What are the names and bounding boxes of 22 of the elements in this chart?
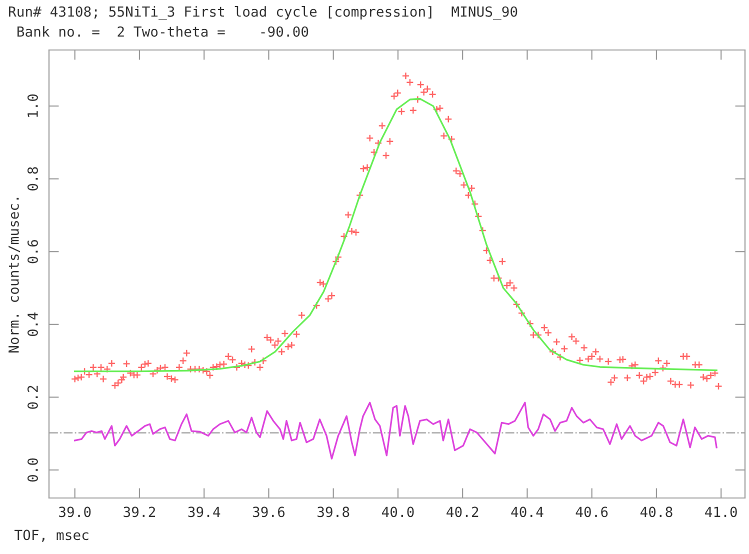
y-tick-label: 1.0 [27, 94, 38, 117]
x-tick-label: 40.8 [640, 506, 672, 518]
x-tick-label: 39.8 [318, 506, 350, 518]
y-tick-label: 0.6 [27, 240, 38, 264]
x-tick-label: 40.6 [576, 506, 608, 518]
y-tick-label: 0.0 [27, 458, 38, 482]
x-tick-label: 39.2 [124, 506, 156, 518]
x-tick-label: 41.0 [705, 506, 737, 518]
x-tick-label: 39.4 [188, 506, 220, 518]
chart-subtitle: Bank no. = 2 Two-theta = -90.00 [17, 26, 308, 37]
x-axis-title: TOF, msec [14, 530, 88, 542]
y-tick-label: 0.4 [27, 312, 38, 336]
x-tick-label: 40.2 [446, 506, 478, 518]
chart-title: Run# 43108; 55NiTi_3 First load cycle [compression] MINUS_90 [8, 6, 518, 20]
x-tick-label: 40.0 [382, 506, 414, 518]
y-tick-label: 0.2 [27, 386, 38, 409]
y-axis-title: Norm. counts/musec. [8, 198, 20, 352]
y-tick-label: 0.8 [27, 167, 38, 190]
line-series [74, 402, 718, 460]
x-tick-label: 39.6 [252, 506, 285, 518]
x-tick-label: 39.0 [59, 506, 91, 518]
x-tick-label: 40.4 [511, 506, 544, 518]
